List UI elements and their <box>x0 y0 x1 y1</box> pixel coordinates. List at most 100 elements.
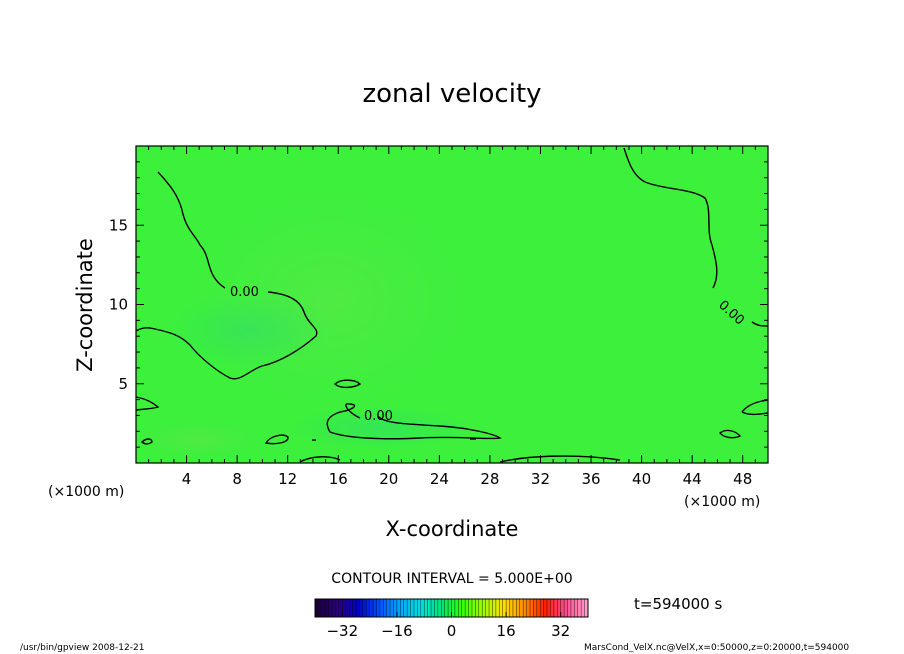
contour-interval-text: CONTOUR INTERVAL = 5.000E+00 <box>331 571 572 587</box>
x-tick-label: 12 <box>278 470 297 488</box>
colorbar-swatch <box>318 599 323 617</box>
colorbar-swatch <box>444 599 449 617</box>
colorbar-swatch <box>550 599 555 617</box>
colorbar-swatch <box>393 599 398 617</box>
x-tick-label: 28 <box>480 470 499 488</box>
colorbar-swatch <box>403 599 408 617</box>
colorbar-swatch <box>506 599 510 617</box>
x-axis: 4 8 12 16 20 24 28 32 36 40 44 48 <box>135 146 769 488</box>
colorbar-swatch <box>523 599 527 617</box>
colorbar-swatch <box>396 599 401 617</box>
colorbar-swatch <box>424 599 428 617</box>
colorbar-swatch <box>547 599 551 617</box>
colorbar-swatch <box>400 599 405 617</box>
colorbar-swatch <box>567 599 572 617</box>
colorbar-swatch <box>478 599 483 617</box>
colorbar-swatch <box>328 599 333 617</box>
colorbar-swatch <box>519 599 524 617</box>
colorbar-swatch <box>434 599 439 617</box>
colorbar-swatch <box>543 599 548 617</box>
colorbar-swatch <box>454 599 459 617</box>
colorbar-swatch <box>349 599 353 617</box>
field-shading <box>140 422 260 458</box>
colorbar-swatch <box>461 599 466 617</box>
contour-line <box>333 379 362 389</box>
x-unit-label-right: (×1000 m) <box>684 494 760 510</box>
x-tick-label: 36 <box>581 470 600 488</box>
y-tick-label: 5 <box>118 375 128 393</box>
colorbar-swatch <box>512 599 517 617</box>
colorbar-swatch <box>475 599 480 617</box>
colorbar-swatch <box>321 599 326 617</box>
colorbar-swatch <box>362 599 367 617</box>
contour-line <box>135 291 318 380</box>
colorbar-swatch <box>427 599 432 617</box>
colorbar-swatch <box>366 599 370 617</box>
colorbar-swatch <box>584 599 589 617</box>
contour-line <box>299 455 621 463</box>
colorbar-swatch <box>342 599 347 617</box>
colorbar-swatch <box>516 599 521 617</box>
x-unit-label-left: (×1000 m) <box>48 484 124 500</box>
colorbar-swatch <box>332 599 336 617</box>
contour-lines <box>135 147 769 463</box>
colorbar-swatch <box>410 599 415 617</box>
colorbar-swatch <box>390 599 394 617</box>
colorbar-swatch <box>485 599 490 617</box>
colorbar-swatch <box>557 599 561 617</box>
colorbar-swatch <box>465 599 469 617</box>
y-tick-label: 15 <box>109 216 128 234</box>
colorbar-swatch <box>325 599 329 617</box>
colorbar-swatch <box>502 599 507 617</box>
colorbar-swatch <box>499 599 503 617</box>
colorbar-ticks: −32 −16 0 16 32 <box>326 612 570 640</box>
contour-line <box>741 399 769 416</box>
x-tick-label: 4 <box>182 470 192 488</box>
colorbar-swatch <box>526 599 531 617</box>
time-text: t=594000 s <box>634 595 722 613</box>
colorbar-swatch <box>495 599 500 617</box>
colorbar-tick-label: 32 <box>551 622 570 640</box>
x-tick-label: 48 <box>733 470 752 488</box>
colorbar-swatch <box>533 599 538 617</box>
colorbar-swatch <box>355 599 360 617</box>
colorbar-swatch <box>441 599 445 617</box>
colorbar-swatch <box>482 599 486 617</box>
colorbar-swatch <box>345 599 350 617</box>
x-axis-title: X-coordinate <box>386 517 519 541</box>
colorbar-swatch <box>458 599 463 617</box>
field-shading <box>170 290 330 370</box>
colorbar-swatch <box>448 599 452 617</box>
colorbar-swatch <box>359 599 364 617</box>
colorbar-swatch <box>570 599 575 617</box>
colorbar-swatch <box>581 599 585 617</box>
y-tick-label: 10 <box>109 296 128 314</box>
x-tick-label: 24 <box>430 470 449 488</box>
colorbar-swatch <box>492 599 497 617</box>
colorbar-swatch <box>560 599 565 617</box>
contour-line <box>623 147 718 289</box>
colorbar-swatch <box>509 599 514 617</box>
contour-line <box>326 403 502 440</box>
colorbar-swatch <box>379 599 384 617</box>
colorbar-tick-label: −16 <box>381 622 413 640</box>
x-tick-label: 32 <box>531 470 550 488</box>
colorbar-swatch <box>338 599 343 617</box>
colorbar-swatch <box>471 599 476 617</box>
colorbar-swatch <box>577 599 582 617</box>
contour-line <box>135 396 160 411</box>
colorbar-swatch <box>437 599 442 617</box>
contour-line <box>141 438 153 445</box>
colorbar-swatch <box>413 599 418 617</box>
colorbar-swatch <box>407 599 411 617</box>
contour-line <box>264 434 289 445</box>
colorbar-swatch <box>553 599 558 617</box>
x-tick-label: 8 <box>232 470 242 488</box>
x-tick-label: 40 <box>632 470 651 488</box>
colorbar-swatch <box>564 599 568 617</box>
colorbar-swatch <box>468 599 473 617</box>
y-axis: 5 10 15 <box>109 145 768 464</box>
footer-right: MarsCond_VelX.nc@VelX,x=0:50000,z=0:2000… <box>584 643 849 653</box>
colorbar-swatch <box>383 599 387 617</box>
